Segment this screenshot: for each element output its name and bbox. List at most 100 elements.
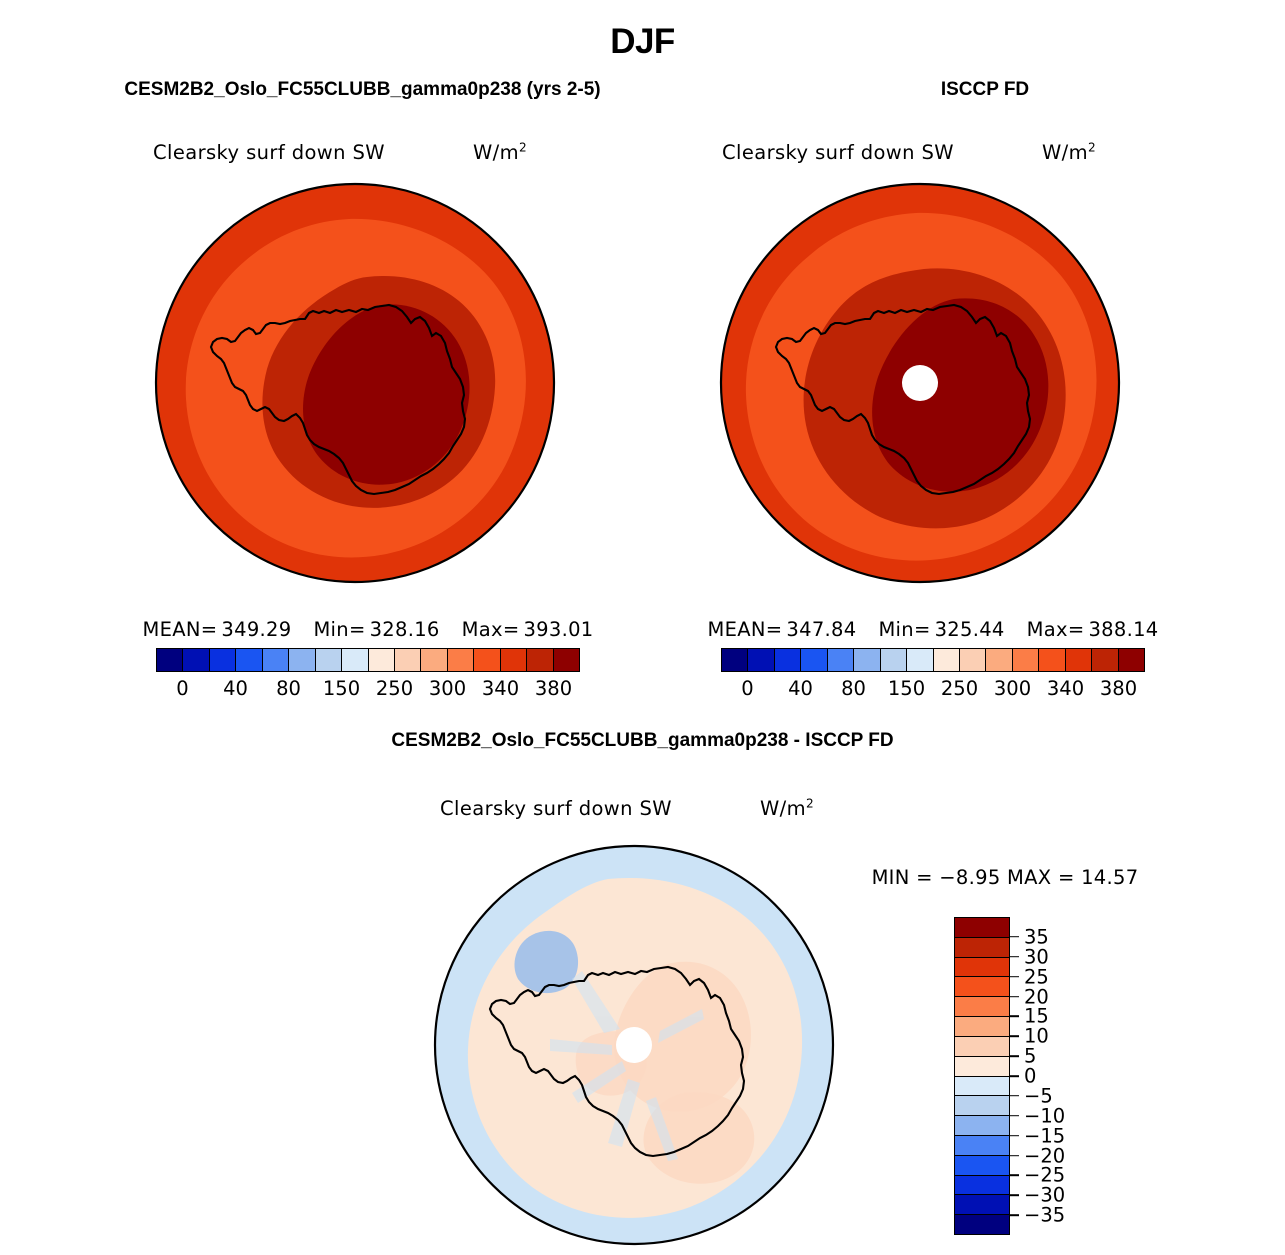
colorbar-cells-model [156,648,580,672]
colorbar-cell-3 [801,649,828,671]
colorbar-cell-12 [474,649,501,671]
colorbar-vtickmark-9 [1010,1114,1019,1117]
colorbar-cell-2 [774,649,802,671]
colorbar-vtick-1: 30 [1024,945,1049,969]
mean-value-obs: 347.84 [786,618,857,641]
colorbar-vcell-2 [955,957,1009,978]
colorbar-cell-9 [394,649,422,671]
map-boundary-circle-obs [719,182,1121,584]
colorbar-cell-0 [157,649,184,671]
units-label-model: W/m2 [472,140,528,164]
colorbar-tick-380: 380 [1099,677,1138,700]
colorbar-vcell-6 [955,1036,1009,1057]
colorbar-tick-0: 0 [176,677,189,700]
map-contour-bands-obs [745,212,1097,561]
polar-map-diff [432,843,836,1247]
colorbar-cell-13 [500,649,528,671]
map-contour-bands-diff [467,877,803,1218]
polar-map-model [153,181,557,585]
colorbar-vtickmark-14 [1010,1214,1019,1216]
colorbar-tick-150: 150 [322,677,361,700]
colorbar-cell-14 [1092,649,1119,671]
colorbar-cell-6 [880,649,908,671]
colorbar-vtick-14: −35 [1024,1203,1066,1227]
colorbar-cell-14 [527,649,554,671]
colorbar-cell-6 [315,649,343,671]
colorbar-tick-340: 340 [1046,677,1085,700]
colorbar-vcell-12 [955,1155,1009,1176]
colorbar-cells-obs [721,648,1145,672]
colorbar-vtick-13: −30 [1024,1183,1066,1207]
field-label-row-obs: Clearsky surf down SW W/m2 [722,141,1162,164]
colorbar-vcell-3 [955,977,1009,998]
diff-max-value: 14.57 [1081,866,1139,889]
colorbar-vcell-0 [955,918,1009,938]
colorbar-vtickmark-10 [1010,1134,1019,1137]
colorbar-tick-40: 40 [788,677,813,700]
colorbar-cell-5 [854,649,881,671]
colorbar-vertical-cells [954,917,1010,1235]
colorbar-cell-11 [1012,649,1040,671]
colorbar-vtickmark-0 [1010,936,1019,938]
field-label-diff: Clearsky surf down SW [440,797,672,820]
colorbar-tick-300: 300 [993,677,1032,700]
colorbar-vtickmark-4 [1010,1015,1019,1018]
colorbar-cell-13 [1065,649,1093,671]
colorbar-cell-0 [722,649,749,671]
colorbar-vtick-9: −10 [1024,1104,1066,1128]
map-contour-bands-model [185,218,526,558]
colorbar-vcell-11 [955,1135,1009,1156]
colorbar-cell-15 [1118,649,1144,671]
stats-obs: MEAN= 347.84 Min= 325.44 Max= 388.14 [705,618,1165,641]
diff-min-label: MIN = [871,866,933,889]
colorbar-vtick-3: 20 [1024,985,1049,1008]
colorbar-vtick-2: 25 [1024,965,1049,989]
colorbar-vtick-0: 35 [1024,925,1049,949]
map-band-core-model [303,304,470,485]
units-label-obs: W/m2 [1041,140,1097,164]
season-title: DJF [610,22,675,61]
colorbar-tick-250: 250 [940,677,979,700]
colorbar-vcell-13 [955,1175,1009,1196]
colorbar-horizontal-model[interactable]: 0 40 80 150 250 300 340 380 [156,648,580,703]
field-label-obs: Clearsky surf down SW [722,141,954,164]
mean-label-model: MEAN= [142,618,218,641]
polar-map-model-svg [154,182,556,584]
colorbar-tick-80: 80 [276,677,301,700]
colorbar-tick-250: 250 [375,677,414,700]
panel-title-model: CESM2B2_Oslo_FC55CLUBB_gamma0p238 (yrs 2… [124,79,601,100]
map-boundary-circle-diff [433,844,835,1246]
colorbar-horizontal-obs[interactable]: 0 40 80 150 250 300 340 380 [721,648,1145,703]
colorbar-vcell-8 [955,1076,1009,1097]
pole-data-gap-diff [616,1027,652,1063]
colorbar-vcell-15 [955,1215,1009,1234]
min-value-obs: 325.44 [934,618,1005,641]
colorbar-cell-5 [289,649,316,671]
colorbar-vtick-11: −20 [1024,1144,1066,1167]
colorbar-vtickmark-7 [1010,1075,1019,1077]
map-patch-negative-diff [514,930,579,994]
max-label-model: Max= [461,618,520,641]
colorbar-vcell-14 [955,1195,1009,1216]
colorbar-cell-11 [447,649,475,671]
colorbar-ticks-model: 0 40 80 150 250 300 340 380 [156,677,580,703]
panel-title-diff: CESM2B2_Oslo_FC55CLUBB_gamma0p238 - ISCC… [391,730,894,751]
polar-map-diff-svg [433,844,835,1246]
min-label-obs: Min= [878,618,931,641]
colorbar-tick-380: 380 [534,677,573,700]
colorbar-vtickmark-2 [1010,975,1019,978]
colorbar-vtick-8: −5 [1024,1084,1053,1108]
diff-minmax: MIN = −8.95 MAX = 14.57 [845,866,1165,889]
diff-max-label: MAX = [1007,866,1075,889]
field-label-model: Clearsky surf down SW [153,141,385,164]
pole-data-gap-obs [902,365,938,401]
map-streaks-diff [550,971,704,1161]
units-label-diff: W/m2 [759,796,815,820]
colorbar-vertical-ticks: 35 30 25 20 15 10 5 0 −5 −10 −15 −20 −25 −30 −35 [1010,917,1100,1235]
colorbar-vtick-7: 0 [1024,1064,1037,1088]
colorbar-cell-8 [933,649,960,671]
colorbar-vcell-9 [955,1096,1009,1117]
colorbar-ticks-obs: 0 40 80 150 250 300 340 380 [721,677,1145,703]
colorbar-cell-15 [553,649,579,671]
colorbar-tick-80: 80 [841,677,866,700]
